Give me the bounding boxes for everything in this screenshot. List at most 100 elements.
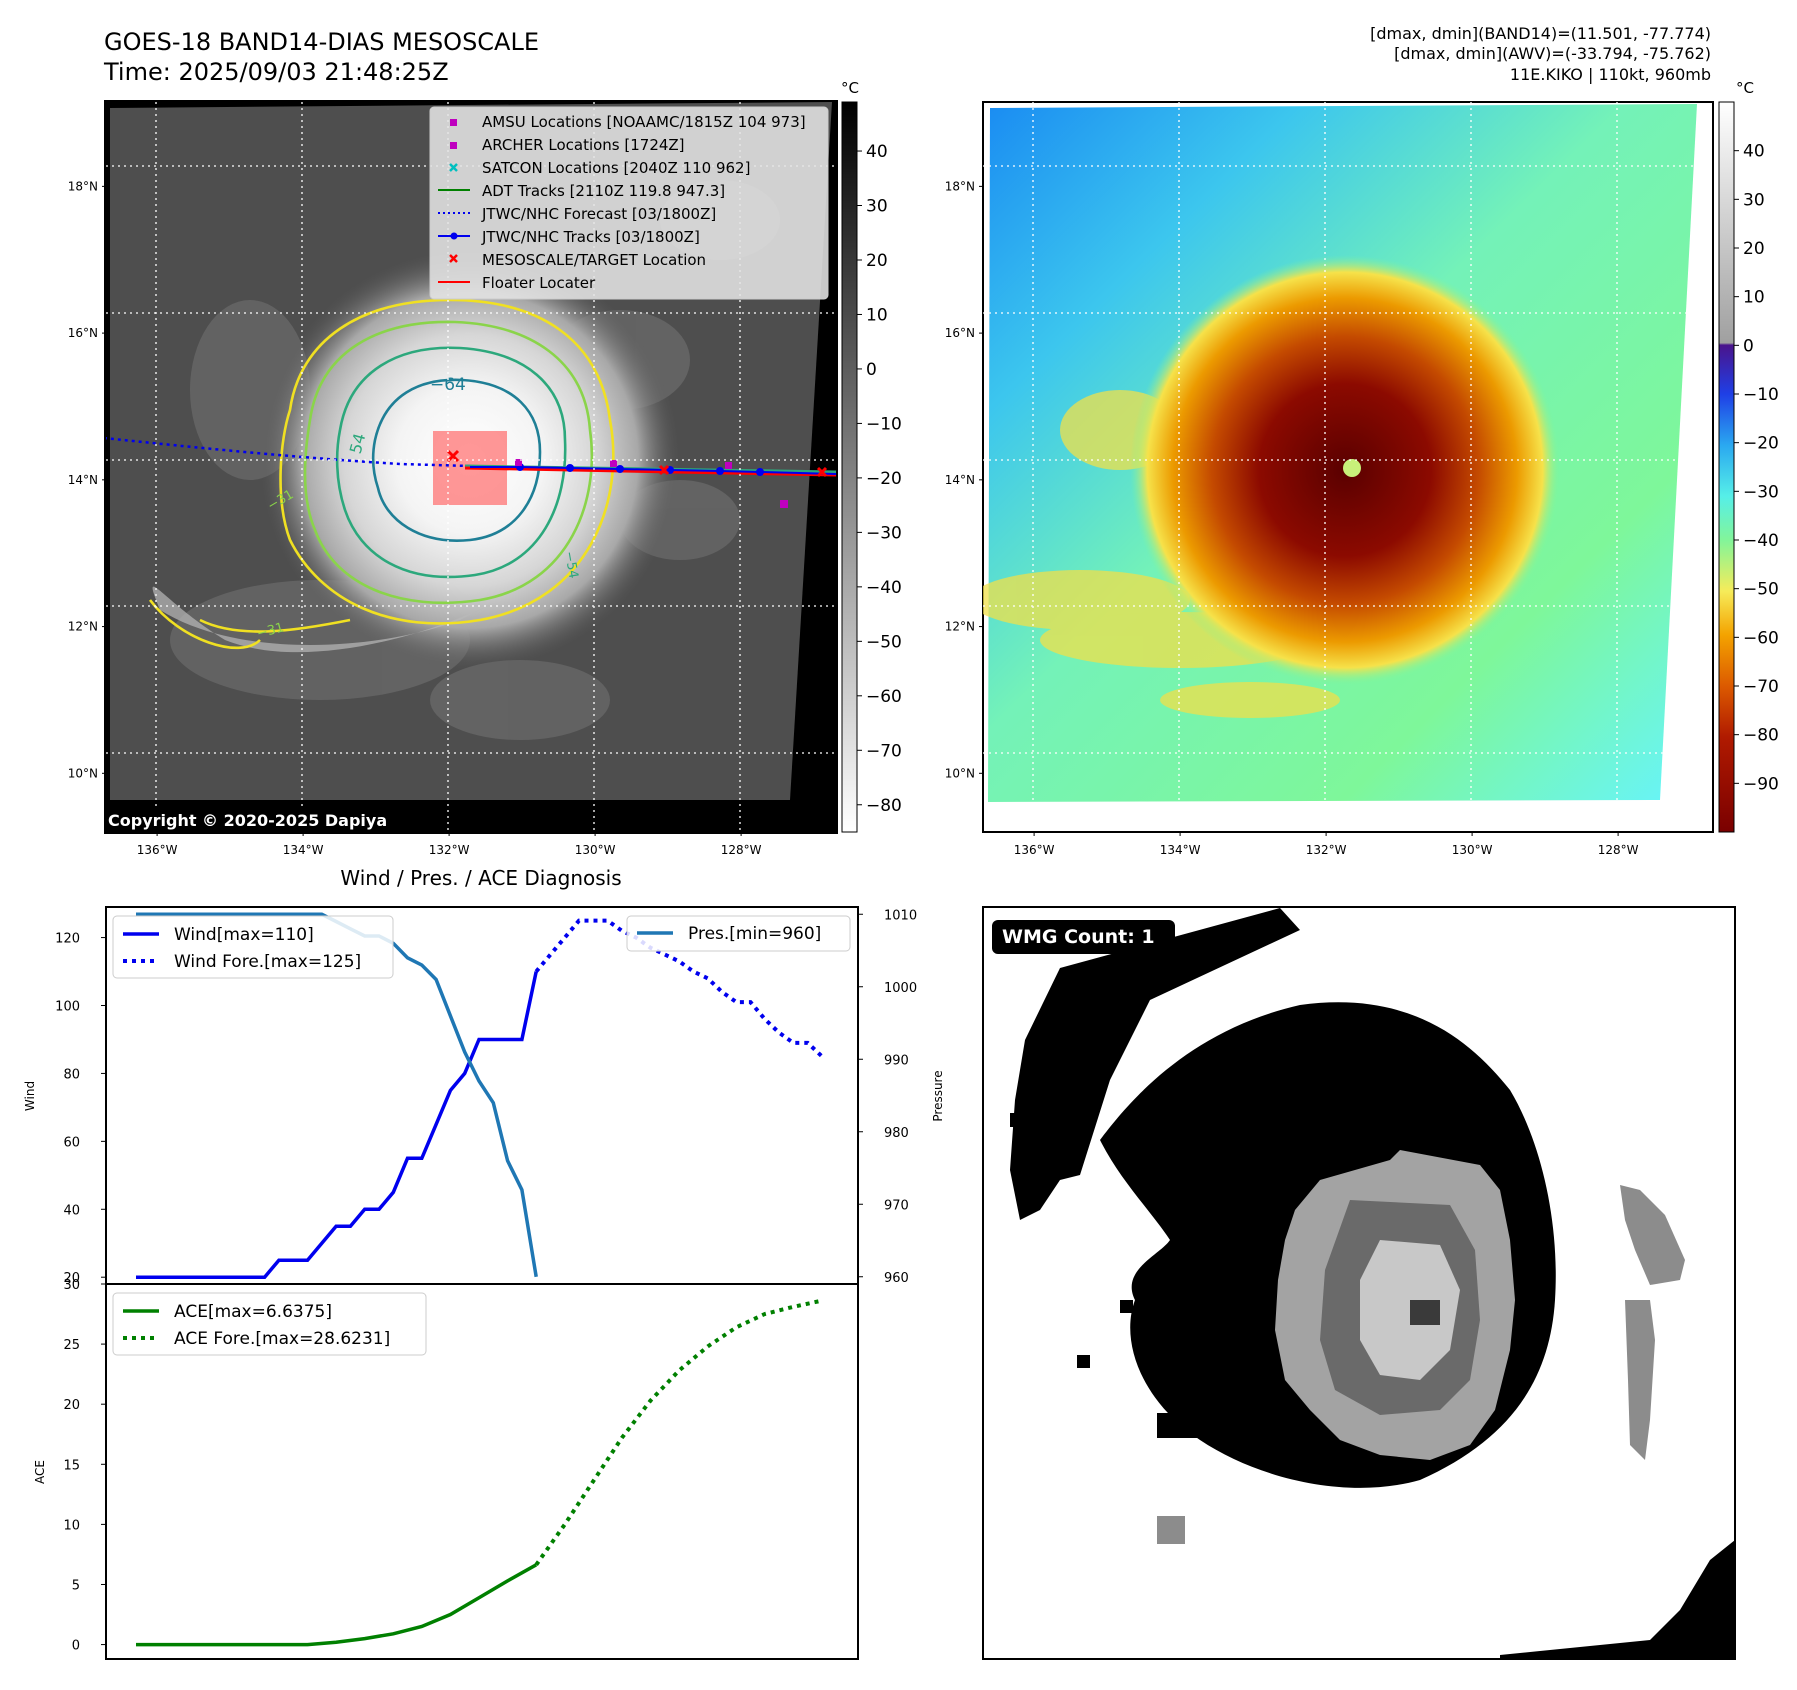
colorbar-tick-label: −50 (866, 632, 902, 652)
lon-tick-label: 132°W (429, 843, 470, 857)
awv-colorbar-unit: °C (1736, 79, 1754, 97)
forecast-track (106, 436, 471, 468)
pressure-ytick-label: 970 (884, 1198, 909, 1213)
legend-marker-satcon (449, 163, 458, 172)
lon-tick-label: 134°W (1160, 843, 1201, 857)
colorbar-tick-label: 10 (866, 305, 888, 325)
colorbar-tick-label: −40 (1743, 531, 1779, 551)
ace-legend: ACE[max=6.6375] ACE Fore.[max=28.6231] (112, 1292, 427, 1356)
awv-colorbar-ticks: 40 30 20 10 0 −10 −20 −30 −40 −50 −60 −70 −80 −90 (1734, 142, 1779, 794)
ace-ytick-label: 10 (63, 1518, 80, 1533)
pressure-ytick-label: 990 (884, 1053, 909, 1068)
figure-title: GOES-18 BAND14-DIAS MESOSCALE (104, 28, 539, 56)
lon-tick-label: 128°W (721, 843, 762, 857)
wmg-count-badge (992, 920, 1175, 954)
ir-colorbar-ticks: 40 30 20 10 0 −10 −20 −30 −40 −50 −60 −70 −80 (857, 142, 902, 816)
legend-item-target: MESOSCALE/TARGET Location (482, 251, 706, 269)
figure-time: Time: 2025/09/03 21:48:25Z (103, 58, 449, 86)
wmg-speck-2 (1077, 1355, 1090, 1368)
ace-ytick-label: 0 (72, 1639, 80, 1654)
floater-track (464, 466, 836, 477)
wind-axis-label: Wind (23, 1081, 37, 1111)
awv-panel: °C 40 30 20 10 0 −10 −20 −30 −40 −50 −60 −70 −80 −90 (982, 79, 1779, 833)
legend-marker-archer (450, 142, 457, 149)
legend-item-adt: ADT Tracks [2110Z 119.8 947.3] (482, 182, 725, 200)
wind-legend-box (112, 915, 394, 979)
legend-item-satcon: SATCON Locations [2040Z 110 962] (482, 159, 750, 177)
info-line-1: [dmax, dmin](BAND14)=(11.501, -77.774) (1370, 24, 1711, 43)
awv-eye (1343, 459, 1361, 477)
wmg-eye-pixel (1410, 1300, 1440, 1325)
wmg-speck-4 (1157, 1413, 1197, 1438)
legend-item-floater: Floater Locater (482, 274, 596, 292)
lon-tick-label: 130°W (575, 843, 616, 857)
ir-contours (148, 298, 615, 650)
wmg-gray-feature-1 (1620, 1185, 1685, 1285)
colorbar-tick-label: −60 (1743, 628, 1779, 648)
pressure-ytick-label: 980 (884, 1126, 909, 1141)
wind-pres-panel: 20 40 60 80 100 120 960 970 980 990 1000 1010 Wind … (23, 906, 945, 1286)
pressure-legend: Pres.[min=960] (626, 915, 851, 952)
pressure-legend-label: Pres.[min=960] (688, 924, 821, 944)
wmg-gray-feature-2 (1625, 1300, 1655, 1460)
lon-tick-label: 134°W (283, 843, 324, 857)
ir-contour-label-4: −31 (255, 620, 285, 642)
lat-tick-label: 18°N (68, 179, 98, 193)
wind-ytick-label: 40 (63, 1203, 80, 1218)
colorbar-tick-label: 20 (866, 251, 888, 271)
target-x-markers (446, 449, 828, 478)
pressure-axis-label: Pressure (931, 1070, 945, 1121)
ir-contour-label-2: 54 (346, 431, 370, 456)
colorbar-tick-label: 40 (866, 142, 888, 162)
info-line-3: 11E.KIKO | 110kt, 960mb (1510, 65, 1711, 84)
ace-ytick-label: 15 (63, 1458, 80, 1473)
ir-contour-label-5: −54 (561, 550, 581, 580)
lon-tick-label: 136°W (1014, 843, 1055, 857)
wmg-count-text: WMG Count: 1 (1002, 926, 1155, 948)
colorbar-tick-label: −30 (1743, 482, 1779, 502)
wmg-panel: WMG Count: 1 (982, 906, 1736, 1660)
colorbar-tick-label: −30 (866, 523, 902, 543)
ace-axis-label: ACE (33, 1460, 47, 1484)
lat-tick-label: 18°N (945, 179, 975, 193)
legend-marker-target (449, 254, 458, 263)
legend-marker-amsu (450, 119, 457, 126)
ace-series-line-0 (136, 1563, 538, 1647)
ace-legend-box (112, 1292, 427, 1356)
colorbar-tick-label: 20 (1743, 239, 1765, 259)
awv-colorbar (1718, 101, 1735, 833)
ace-fore-legend-label: ACE Fore.[max=28.6231] (174, 1329, 390, 1349)
colorbar-tick-label: −80 (1743, 726, 1779, 746)
colorbar-tick-label: −40 (866, 578, 902, 598)
wind-ytick-label: 80 (63, 1067, 80, 1082)
info-line-2: [dmax, dmin](AWV)=(-33.794, -75.762) (1394, 44, 1711, 63)
pressure-ytick-label: 1010 (884, 908, 917, 923)
wmg-speck-1 (1010, 1113, 1024, 1127)
colorbar-tick-label: −10 (1743, 385, 1779, 405)
ace-ytick-label: 5 (72, 1578, 80, 1593)
colorbar-tick-label: −20 (866, 469, 902, 489)
lat-tick-label: 14°N (68, 473, 98, 487)
ir-legend-box (429, 106, 829, 300)
ir-panel: −64 54 −31 −31 −54 (104, 79, 902, 834)
ir-legend: AMSU Locations [NOAAMC/1815Z 104 973] AR… (429, 106, 829, 300)
colorbar-tick-label: −80 (866, 796, 902, 816)
lat-tick-label: 14°N (945, 473, 975, 487)
wmg-cloud-southeast (1500, 1540, 1735, 1659)
legend-marker-jtwc-dot (450, 232, 458, 240)
series-line-1 (534, 918, 824, 1058)
lat-tick-label: 16°N (945, 326, 975, 340)
colorbar-tick-label: 0 (866, 360, 877, 380)
lat-tick-label: 12°N (945, 620, 975, 634)
wind-ytick-label: 20 (63, 1271, 80, 1286)
map-axis-labels: 18°N 16°N 14°N 12°N 10°N 136°W 134°W 132°W 130°W… (68, 179, 1639, 857)
ir-colorbar (841, 101, 858, 833)
ace-ytick-label: 20 (63, 1398, 80, 1413)
legend-item-forecast: JTWC/NHC Forecast [03/1800Z] (481, 205, 716, 223)
legend-item-amsu: AMSU Locations [NOAAMC/1815Z 104 973] (482, 113, 806, 131)
colorbar-tick-label: −60 (866, 687, 902, 707)
pressure-ytick-label: 1000 (884, 981, 917, 996)
lat-tick-label: 16°N (68, 326, 98, 340)
colorbar-tick-label: −70 (1743, 677, 1779, 697)
